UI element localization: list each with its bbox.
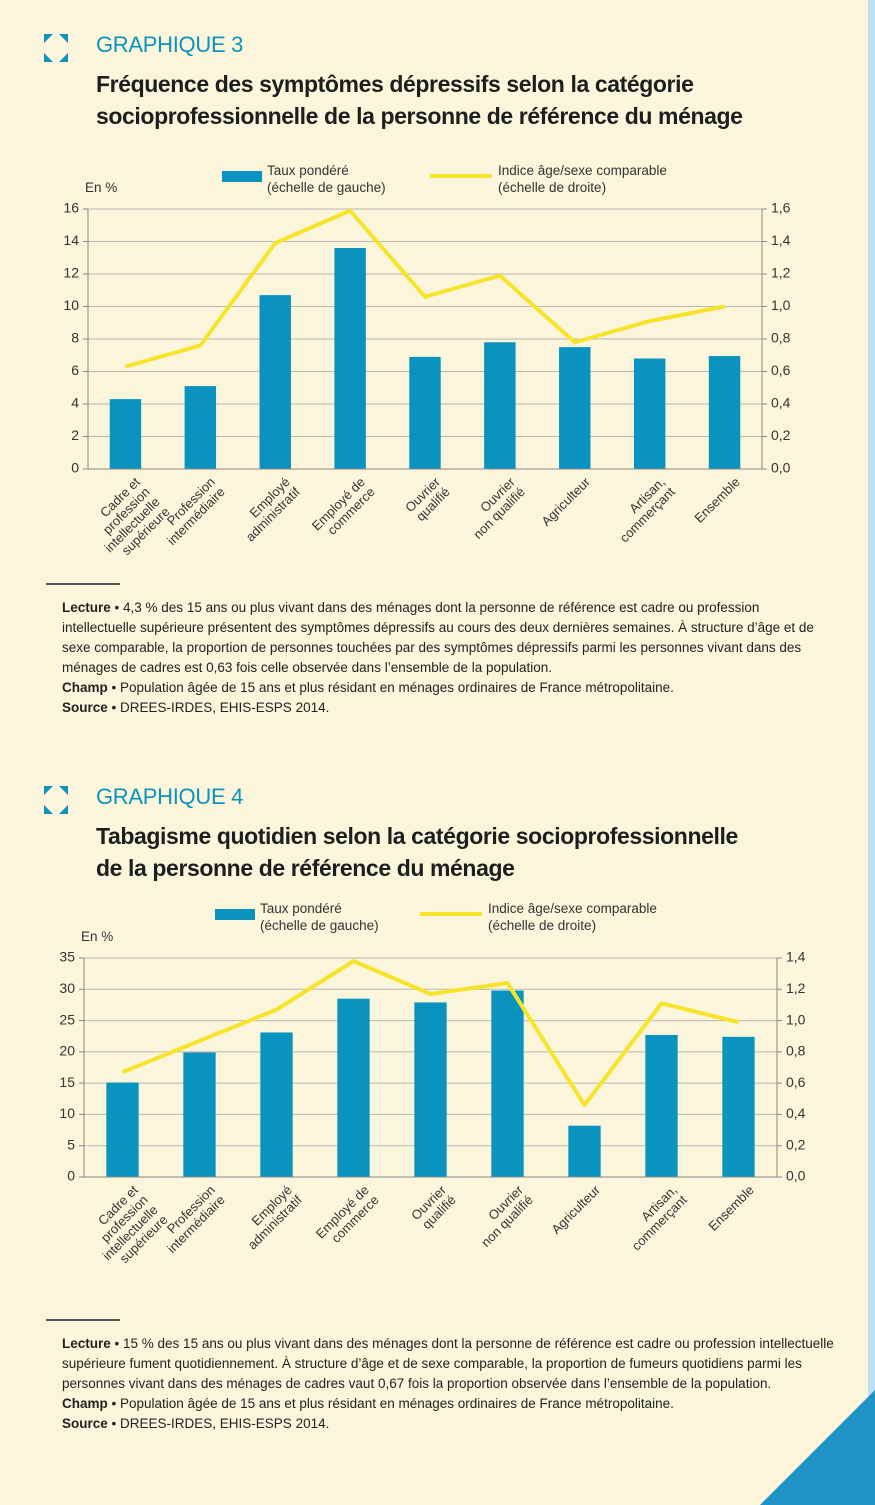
note-label: Lecture	[62, 1336, 111, 1351]
bar	[491, 990, 524, 1177]
y2-tick-label: 0,6	[786, 1074, 806, 1090]
y-tick-label: 0	[71, 460, 79, 476]
y-tick-label: 8	[71, 330, 79, 346]
note: Source • DREES-IRDES, EHIS-ESPS 2014.	[62, 1414, 837, 1434]
bar	[183, 1052, 216, 1177]
line	[121, 959, 739, 1108]
legend-label: Indice âge/sexe comparable (échelle de d…	[488, 901, 657, 933]
bar	[409, 356, 441, 469]
y-tick-label: 10	[59, 1105, 75, 1121]
y2-tick-label: 1,6	[771, 200, 791, 216]
notes: Lecture • 4,3 % des 15 ans ou plus vivan…	[62, 598, 837, 718]
bar	[337, 998, 370, 1177]
chart-title: Tabagisme quotidien selon la catégorie s…	[96, 823, 738, 881]
y2-tick-label: 0,0	[771, 460, 791, 476]
y-tick-label: 15	[59, 1074, 75, 1090]
note-text: • DREES-IRDES, EHIS-ESPS 2014.	[111, 1416, 330, 1431]
y2-tick-label: 0,6	[771, 362, 791, 378]
y2-tick-label: 1,0	[786, 1011, 806, 1027]
chart-title: Fréquence des symptômes dépressifs selon…	[96, 71, 743, 129]
y-axis-label: En %	[85, 180, 118, 195]
y2-tick-label: 1,0	[771, 297, 791, 313]
y-tick-label: 16	[63, 200, 79, 216]
y-tick-label: 2	[71, 427, 79, 443]
y-tick-label: 4	[71, 395, 79, 411]
bar	[645, 1034, 678, 1177]
y-tick-label: 25	[59, 1011, 75, 1027]
y2-tick-label: 1,4	[771, 232, 791, 248]
icon	[44, 786, 68, 814]
y-tick-label: 30	[59, 980, 75, 996]
icon	[44, 34, 68, 62]
note: Lecture • 15 % des 15 ans ou plus vivant…	[62, 1334, 837, 1394]
bar	[708, 356, 741, 469]
bar	[633, 358, 666, 469]
legend-label: Indice âge/sexe comparable (échelle de d…	[498, 163, 667, 195]
bar	[260, 1032, 293, 1177]
legend-swatch	[222, 171, 262, 182]
note-text: • 4,3 % des 15 ans ou plus vivant dans d…	[62, 600, 814, 675]
y2-tick-label: 0,2	[771, 427, 791, 443]
bar	[259, 295, 291, 469]
note-label: Source	[62, 700, 108, 715]
note-label: Champ	[62, 1396, 108, 1411]
bar	[106, 1082, 139, 1177]
corner-triangle	[760, 1390, 875, 1505]
y-axis-label: En %	[81, 929, 114, 944]
legend-label: Taux pondéré (échelle de gauche)	[260, 901, 379, 933]
note-label: Lecture	[62, 600, 111, 615]
y2-tick-label: 1,2	[771, 265, 791, 281]
note-text: • Population âgée de 15 ans et plus rési…	[111, 680, 674, 695]
legend-swatch	[215, 909, 255, 920]
y-tick-label: 6	[71, 362, 79, 378]
note: Lecture • 4,3 % des 15 ans ou plus vivan…	[62, 598, 837, 678]
line	[124, 208, 725, 369]
y-tick-label: 0	[67, 1168, 75, 1184]
bar	[484, 342, 516, 469]
note: Champ • Population âgée de 15 ans et plu…	[62, 1394, 837, 1414]
y2-tick-label: 0,8	[771, 330, 791, 346]
y2-tick-label: 0,0	[786, 1168, 806, 1184]
chart-label: GRAPHIQUE 3	[96, 32, 244, 57]
notes: Lecture • 15 % des 15 ans ou plus vivant…	[62, 1334, 837, 1434]
y-tick-label: 35	[59, 949, 75, 965]
y2-tick-label: 1,2	[786, 980, 806, 996]
y-tick-label: 10	[63, 297, 79, 313]
y-tick-label: 5	[67, 1136, 75, 1152]
note: Source • DREES-IRDES, EHIS-ESPS 2014.	[62, 698, 837, 718]
bar	[722, 1036, 755, 1177]
bar	[184, 386, 217, 469]
note-text: • DREES-IRDES, EHIS-ESPS 2014.	[111, 700, 330, 715]
note-text: • Population âgée de 15 ans et plus rési…	[111, 1396, 674, 1411]
y2-tick-label: 1,4	[786, 949, 806, 965]
note-label: Champ	[62, 680, 108, 695]
bar	[109, 399, 142, 469]
bar	[414, 1002, 447, 1177]
chart-label: GRAPHIQUE 4	[96, 784, 244, 809]
y-tick-label: 12	[63, 265, 79, 281]
legend-label: Taux pondéré (échelle de gauche)	[267, 163, 386, 195]
bar	[568, 1125, 601, 1177]
note-text: • 15 % des 15 ans ou plus vivant dans de…	[62, 1336, 834, 1391]
y2-tick-label: 0,4	[771, 395, 791, 411]
note-label: Source	[62, 1416, 108, 1431]
y2-tick-label: 0,2	[786, 1136, 806, 1152]
edge-strip	[868, 0, 875, 1505]
y2-tick-label: 0,4	[786, 1105, 806, 1121]
y2-tick-label: 0,8	[786, 1043, 806, 1059]
bar	[559, 347, 591, 469]
note: Champ • Population âgée de 15 ans et plu…	[62, 678, 837, 698]
y-tick-label: 20	[59, 1043, 75, 1059]
bar	[334, 248, 366, 469]
y-tick-label: 14	[63, 232, 79, 248]
